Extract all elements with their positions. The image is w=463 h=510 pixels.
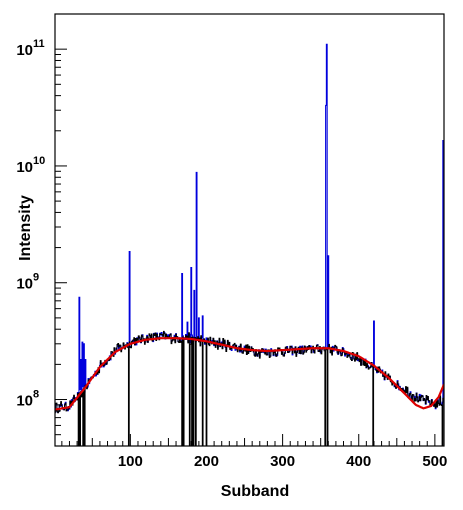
plot-area [55,43,444,446]
y-tick-label: 10 [16,393,33,410]
red-fit-line [55,337,444,411]
x-tick-label: 500 [422,453,447,470]
plot-frame [54,13,445,447]
x-tick-label: 200 [194,453,219,470]
y-axis-label: Intensity [17,195,34,261]
y-tick-exponent: 9 [33,272,39,284]
y-tick-exponent: 10 [33,155,45,167]
y-tick-label: 10 [16,276,33,293]
y-tick-exponent: 11 [33,38,45,50]
y-tick-exponent: 8 [33,389,39,401]
x-tick-label: 400 [346,453,371,470]
tick-layer [55,13,443,447]
y-tick-label: 10 [16,42,33,59]
y-tick-label: 10 [16,159,33,176]
black-data-line [55,330,444,446]
data-layer [55,43,444,446]
x-tick-label: 300 [270,453,295,470]
x-tick-label: 100 [118,453,143,470]
x-axis-label: Subband [221,483,289,500]
